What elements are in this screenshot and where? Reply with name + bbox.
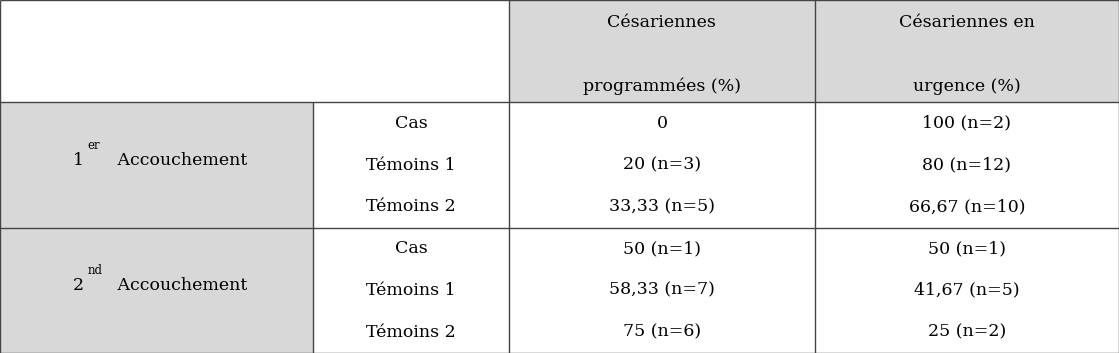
Text: Témoins 2: Témoins 2 [366,324,457,341]
Text: 20 (n=3): 20 (n=3) [623,156,700,174]
Bar [313,228,509,353]
Bar [0,0,509,102]
Bar [0,102,313,228]
Text: nd: nd [87,264,102,277]
Text: urgence (%): urgence (%) [913,78,1021,95]
Text: 100 (n=2): 100 (n=2) [922,115,1012,132]
Text: 41,67 (n=5): 41,67 (n=5) [914,282,1019,299]
Text: Césariennes: Césariennes [608,14,716,31]
Text: 50 (n=1): 50 (n=1) [623,240,700,257]
Bar [815,0,1119,102]
Text: er: er [87,139,100,152]
Bar [313,102,509,228]
Bar [509,228,815,353]
Text: 0: 0 [657,115,667,132]
Text: Césariennes en: Césariennes en [899,14,1035,31]
Text: 33,33 (n=5): 33,33 (n=5) [609,198,715,215]
Text: 80 (n=12): 80 (n=12) [922,156,1012,174]
Bar [815,228,1119,353]
Text: 2: 2 [73,277,84,294]
Bar [815,102,1119,228]
Text: programmées (%): programmées (%) [583,78,741,95]
Bar [0,228,313,353]
Text: Cas: Cas [395,115,427,132]
Text: 66,67 (n=10): 66,67 (n=10) [909,198,1025,215]
Text: 50 (n=1): 50 (n=1) [928,240,1006,257]
Text: 58,33 (n=7): 58,33 (n=7) [609,282,715,299]
Text: Accouchement: Accouchement [112,152,247,169]
Text: 75 (n=6): 75 (n=6) [623,324,700,341]
Text: Accouchement: Accouchement [112,277,247,294]
Text: 1: 1 [73,152,84,169]
Bar [509,0,815,102]
Text: Témoins 1: Témoins 1 [366,282,457,299]
Text: Témoins 1: Témoins 1 [366,156,457,174]
Text: Témoins 2: Témoins 2 [366,198,457,215]
Text: 25 (n=2): 25 (n=2) [928,324,1006,341]
Text: Cas: Cas [395,240,427,257]
Bar [509,102,815,228]
